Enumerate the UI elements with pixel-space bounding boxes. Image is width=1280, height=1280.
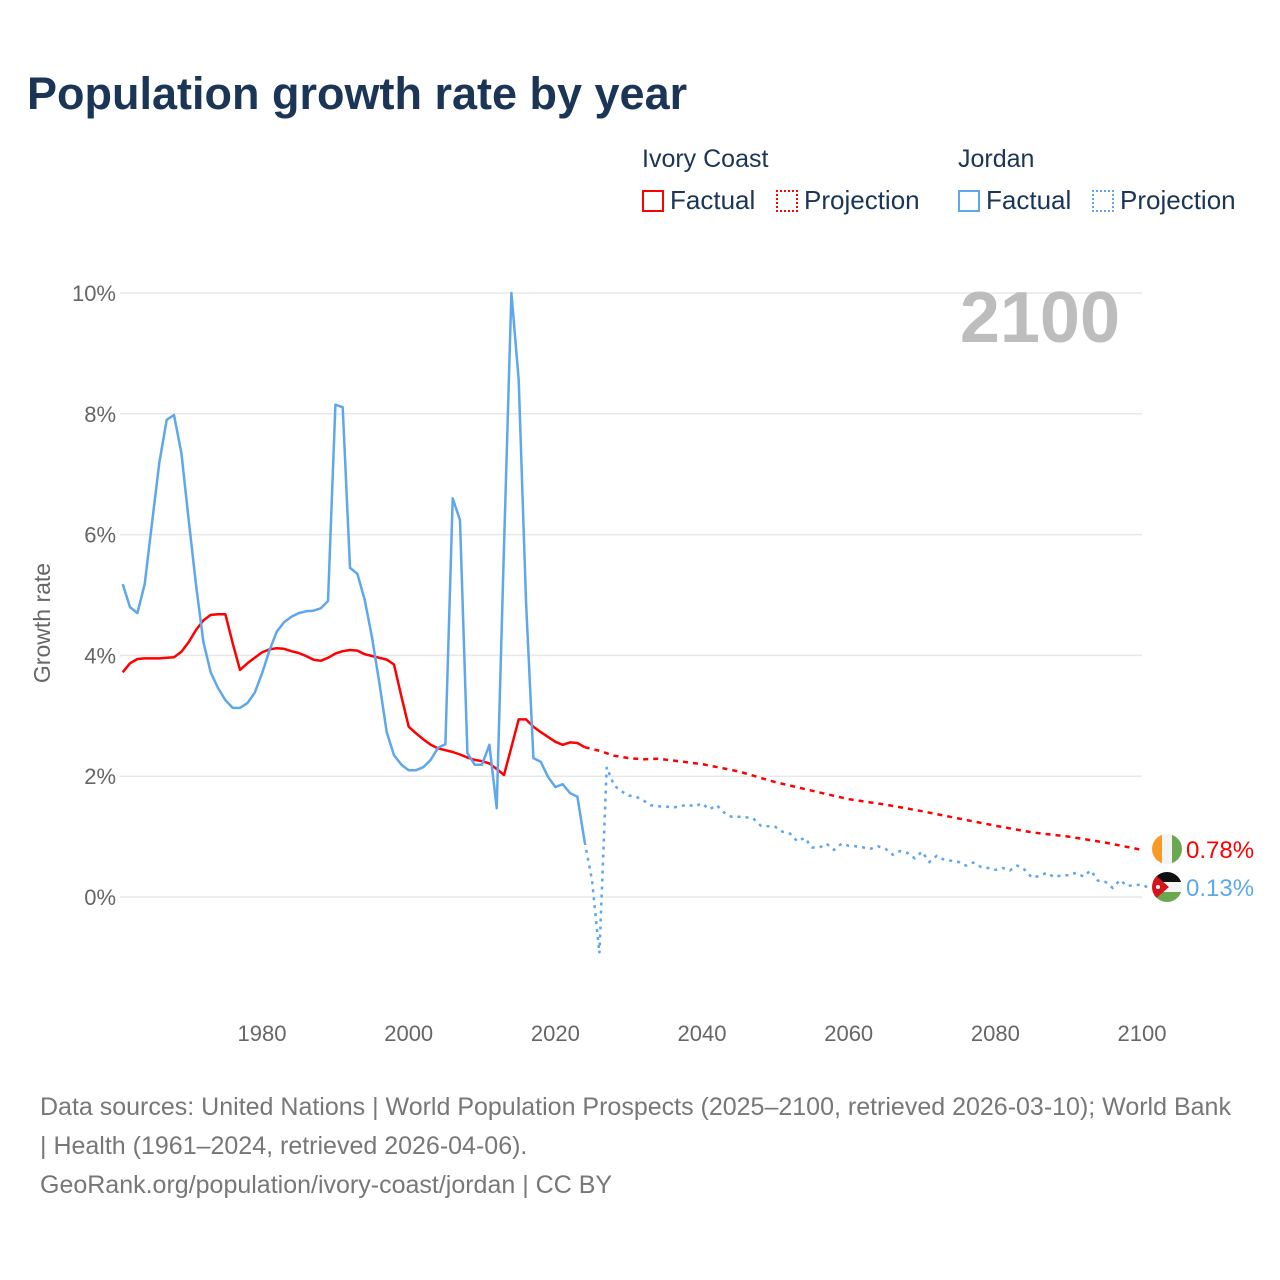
legend-label: Projection [1120,185,1236,215]
jordan-projection-line [583,766,1165,954]
x-tick-label: 2080 [971,1021,1020,1046]
y-tick-label: 10% [72,281,116,306]
y-tick-label: 6% [84,523,116,548]
footer: Data sources: United Nations | World Pop… [40,1088,1240,1205]
jordan-factual-line [121,291,586,843]
x-tick-label: 2020 [531,1021,580,1046]
y-tick-label: 2% [84,764,116,789]
jordan-end-label: 0.13% [1186,875,1254,902]
chart-title: Population growth rate by year [27,68,688,119]
ivory-coast-end-label: 0.78% [1186,837,1254,864]
legend-swatch-dotted-blue [1092,189,1114,212]
legend-jordan-factual[interactable]: Factual [958,185,1071,216]
x-tick-label: 2000 [384,1021,433,1046]
jordan-flag-icon [1152,872,1182,902]
x-tick-label: 2060 [824,1021,873,1046]
legend-label: Factual [670,185,756,215]
legend-group-ivory-coast: Ivory Coast [642,145,769,173]
legend-label: Factual [986,185,1072,215]
legend-jordan-projection[interactable]: Projection [1092,185,1236,216]
legend-swatch-dotted-red [776,189,798,212]
ivory-coast-projection-line [584,745,1143,852]
legend-ivory-coast-factual[interactable]: Factual [642,185,755,216]
x-tick-label: 2040 [678,1021,727,1046]
y-tick-label: 8% [84,402,116,427]
y-axis-label: Growth rate [29,563,55,683]
y-tick-label: 4% [84,643,116,668]
legend-group-jordan: Jordan [958,145,1035,173]
year-watermark: 2100 [960,278,1120,358]
legend-swatch-solid-blue [958,189,980,212]
ivory-coast-factual-line [121,613,586,777]
x-tick-label: 1980 [238,1021,287,1046]
data-sources: Data sources: United Nations | World Pop… [40,1093,1231,1160]
credit-link[interactable]: GeoRank.org/population/ivory-coast/jorda… [40,1171,613,1199]
legend-label: Projection [804,185,920,215]
legend-ivory-coast-projection[interactable]: Projection [776,185,920,216]
legend-swatch-solid-red [642,189,664,212]
ivory-coast-flag-icon [1152,834,1182,864]
x-tick-label: 2100 [1118,1021,1167,1046]
y-tick-label: 0% [84,885,116,910]
